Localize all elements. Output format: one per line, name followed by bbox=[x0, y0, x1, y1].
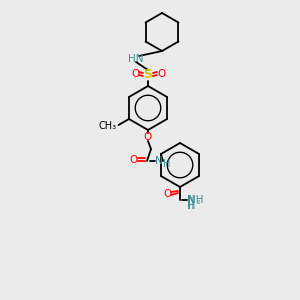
Text: HN: HN bbox=[128, 54, 144, 64]
Text: H: H bbox=[163, 159, 171, 169]
Text: O: O bbox=[157, 69, 165, 79]
Text: N: N bbox=[187, 195, 195, 205]
Text: H: H bbox=[187, 201, 195, 211]
Text: O: O bbox=[144, 132, 152, 142]
Text: S: S bbox=[143, 68, 152, 82]
Text: H: H bbox=[188, 201, 195, 211]
Text: O: O bbox=[131, 69, 139, 79]
Text: NH: NH bbox=[188, 195, 203, 205]
Text: O: O bbox=[130, 155, 138, 165]
Text: ₂: ₂ bbox=[196, 196, 200, 206]
Text: O: O bbox=[163, 189, 171, 199]
Text: N: N bbox=[155, 156, 163, 166]
Text: CH₃: CH₃ bbox=[98, 121, 117, 131]
